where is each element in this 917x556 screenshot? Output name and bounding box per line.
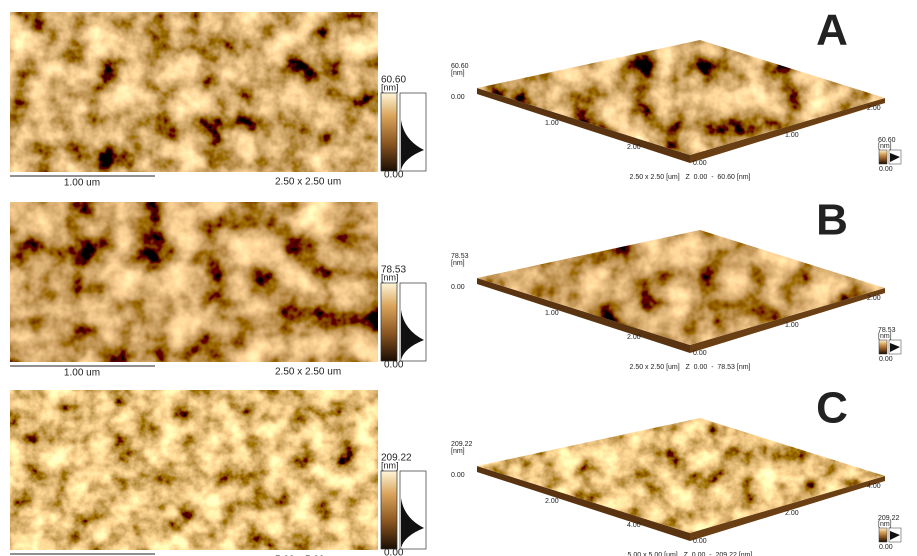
colorbar-min: 0.00	[384, 548, 404, 556]
origin-tick: 0.00	[693, 160, 707, 167]
mini-colorbar-min: 0.00	[879, 544, 893, 551]
colorbar	[381, 283, 397, 361]
colorbar-unit: [nm]	[381, 82, 399, 92]
right-axis-tick: 1.00	[785, 322, 799, 329]
panel-label: C	[816, 384, 848, 433]
z-unit: [nm]	[451, 260, 465, 267]
scan-size: 2.50 x 2.50 um	[275, 177, 341, 188]
origin-tick: 0.00	[693, 350, 707, 357]
panel-label: A	[816, 6, 848, 55]
scale-bar-label: 1.00 um	[64, 178, 100, 189]
right-axis-tick: 1.00	[785, 132, 799, 139]
right-axis-tick: 2.00	[867, 105, 881, 112]
afm-image	[10, 390, 378, 550]
surface-3d	[477, 230, 885, 345]
mini-colorbar-min: 0.00	[879, 166, 893, 173]
afm-image	[10, 12, 378, 172]
right-axis-tick: 4.00	[867, 483, 881, 490]
mini-colorbar	[879, 528, 887, 542]
z-min: 0.00	[451, 472, 465, 479]
z-min: 0.00	[451, 94, 465, 101]
left-axis-tick: 2.00	[627, 334, 641, 341]
colorbar	[381, 93, 397, 171]
mini-colorbar-unit: [nm]	[878, 333, 892, 340]
z-unit: [nm]	[451, 70, 465, 77]
surface-caption: 2.50 x 2.50 [um] Z 0.00 - 78.53 [nm]	[629, 364, 750, 371]
mini-colorbar	[879, 150, 887, 164]
origin-tick: 0.00	[693, 538, 707, 545]
mini-colorbar-unit: [nm]	[878, 143, 892, 150]
page: 60.60[nm]0.001.00 um2.50 x 2.50 umA60.60…	[0, 0, 917, 556]
colorbar-min: 0.00	[384, 360, 404, 371]
left-axis-tick: 4.00	[627, 522, 641, 529]
mini-colorbar-min: 0.00	[879, 356, 893, 363]
z-unit: [nm]	[451, 448, 465, 455]
colorbar-min: 0.00	[384, 170, 404, 181]
left-axis-tick: 2.00	[627, 144, 641, 151]
left-axis-tick: 2.00	[545, 498, 559, 505]
panel-label: B	[816, 196, 848, 245]
figure: 60.60[nm]0.001.00 um2.50 x 2.50 umA60.60…	[0, 0, 917, 556]
left-axis-tick: 1.00	[545, 120, 559, 127]
mini-colorbar-unit: [nm]	[878, 521, 892, 528]
colorbar	[381, 471, 397, 549]
surface-caption: 5.00 x 5.00 [um] Z 0.00 - 209.22 [nm]	[628, 552, 753, 556]
mini-colorbar	[879, 340, 887, 354]
colorbar-unit: [nm]	[381, 460, 399, 470]
right-axis-tick: 2.00	[867, 295, 881, 302]
z-max: 78.53	[451, 253, 469, 260]
z-min: 0.00	[451, 284, 465, 291]
right-axis-tick: 2.00	[785, 510, 799, 517]
z-max: 209.22	[451, 441, 473, 448]
z-max: 60.60	[451, 63, 469, 70]
colorbar-unit: [nm]	[381, 272, 399, 282]
scan-size: 2.50 x 2.50 um	[275, 367, 341, 378]
scale-bar-label: 1.00 um	[64, 368, 100, 379]
left-axis-tick: 1.00	[545, 310, 559, 317]
surface-3d	[477, 40, 885, 155]
afm-image	[10, 202, 378, 362]
surface-caption: 2.50 x 2.50 [um] Z 0.00 - 60.60 [nm]	[629, 174, 750, 181]
surface-3d	[477, 418, 885, 533]
